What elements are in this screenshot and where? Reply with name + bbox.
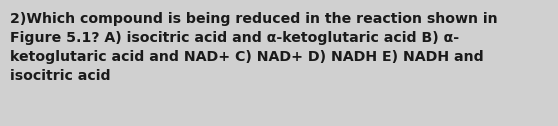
Text: 2)Which compound is being reduced in the reaction shown in
Figure 5.1? A) isocit: 2)Which compound is being reduced in the… [10, 12, 498, 83]
